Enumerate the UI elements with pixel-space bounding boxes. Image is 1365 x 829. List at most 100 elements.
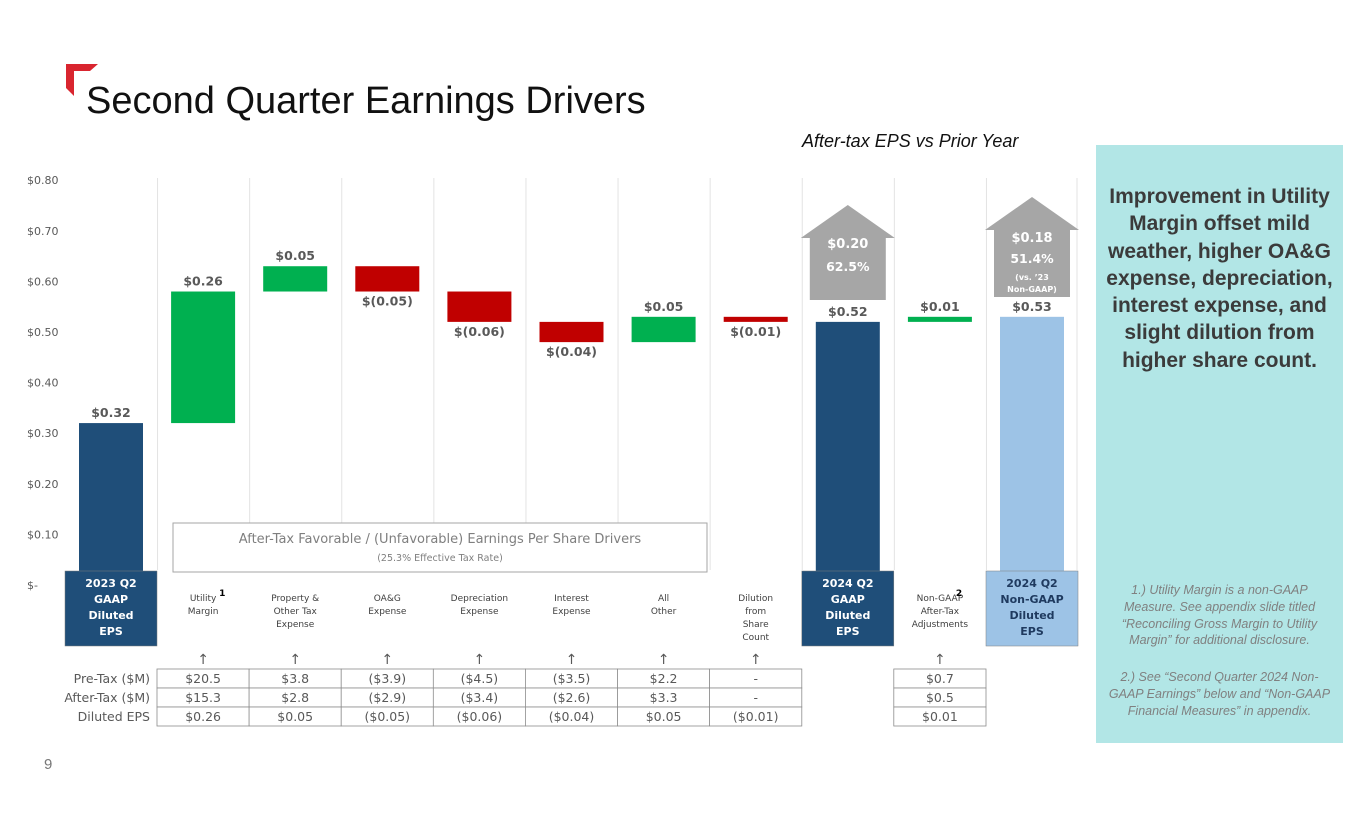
category-label: OA&G bbox=[374, 594, 401, 604]
up-arrow-icon: ↑ bbox=[750, 652, 762, 668]
category-label: Count bbox=[742, 633, 769, 643]
y-tick-label: $0.20 bbox=[27, 478, 59, 491]
table-cell-value: ($0.05) bbox=[365, 709, 411, 724]
category-label: 2023 Q2 bbox=[85, 577, 136, 590]
bar-increase bbox=[263, 266, 328, 292]
y-tick-label: $0.10 bbox=[27, 528, 59, 541]
category-label: Non-GAAP bbox=[1000, 593, 1063, 606]
table-cell-value: ($2.9) bbox=[369, 690, 407, 705]
y-tick-label: $0.50 bbox=[27, 326, 59, 339]
table-cell bbox=[893, 706, 987, 727]
bar-increase bbox=[631, 316, 696, 343]
category-label: EPS bbox=[836, 625, 860, 638]
table-cell-value: $20.5 bbox=[185, 671, 221, 686]
bar-value-label: $(0.04) bbox=[546, 344, 597, 359]
table-cell-value: $3.3 bbox=[650, 690, 678, 705]
category-label: EPS bbox=[1020, 625, 1044, 638]
bar-total bbox=[815, 321, 880, 585]
bar-value-label: $(0.06) bbox=[454, 324, 505, 339]
up-arrow-icon: ↑ bbox=[474, 652, 486, 668]
callout-arrow-icon bbox=[800, 205, 895, 300]
brand-corner-icon bbox=[66, 64, 98, 96]
category-label: Interest bbox=[554, 594, 589, 604]
table-cell-value: $0.01 bbox=[922, 709, 958, 724]
category-label: 2024 Q2 bbox=[822, 577, 873, 590]
category-label: After-Tax bbox=[921, 607, 960, 617]
footnote-1: 1.) Utility Margin is a non-GAAP Measure… bbox=[1121, 583, 1318, 648]
category-label: GAAP bbox=[94, 593, 128, 606]
table-cell-value: ($3.5) bbox=[553, 671, 591, 686]
callout-label: $0.20 bbox=[827, 237, 868, 252]
y-tick-label: $0.40 bbox=[27, 377, 59, 390]
total-label-box bbox=[801, 570, 895, 647]
driver-legend-box bbox=[172, 522, 708, 573]
bar-value-label: $0.53 bbox=[1012, 299, 1052, 314]
driver-legend-subtitle: (25.3% Effective Tax Rate) bbox=[377, 553, 503, 564]
y-tick-label: $- bbox=[27, 579, 38, 592]
table-cell-value: $0.5 bbox=[926, 690, 954, 705]
category-label: Depreciation bbox=[451, 594, 508, 604]
category-label: Diluted bbox=[825, 609, 870, 622]
table-cell-value: ($0.01) bbox=[733, 709, 779, 724]
category-label: Utility bbox=[190, 594, 217, 604]
page-number: 9 bbox=[44, 756, 53, 773]
commentary-panel: Improvement in Utility Margin offset mil… bbox=[1096, 145, 1343, 743]
up-arrow-icon: ↑ bbox=[658, 652, 670, 668]
bar-total bbox=[79, 423, 143, 585]
table-cell-value: - bbox=[753, 671, 758, 686]
table-row-label: After-Tax ($M) bbox=[64, 690, 150, 705]
eps-waterfall-chart: $0.80 $0.70 $0.60 $0.50 $0.40 $0.30 $0.20 $0.10… bbox=[27, 174, 1079, 727]
category-label: Diluted bbox=[88, 609, 133, 622]
callout-label: Non-GAAP) bbox=[1007, 285, 1057, 294]
category-label: Other bbox=[651, 607, 677, 617]
category-label: Expense bbox=[460, 607, 499, 617]
category-label: Other Tax bbox=[274, 607, 318, 617]
commentary-headline: Improvement in Utility Margin offset mil… bbox=[1106, 185, 1333, 372]
category-label: Expense bbox=[368, 607, 407, 617]
bar-increase bbox=[171, 291, 236, 424]
callout-label: 51.4% bbox=[1010, 251, 1054, 266]
up-arrow-icon: ↑ bbox=[566, 652, 578, 668]
table-cell-value: ($2.6) bbox=[553, 690, 591, 705]
bar-value-label: $0.01 bbox=[920, 299, 960, 314]
table-cell-value: - bbox=[753, 690, 758, 705]
bar-decrease bbox=[539, 321, 604, 343]
bar-decrease bbox=[447, 291, 512, 322]
table-row-label: Diluted EPS bbox=[78, 709, 150, 724]
page-title: Second Quarter Earnings Drivers bbox=[86, 80, 646, 122]
table-cell-value: $0.05 bbox=[277, 709, 313, 724]
callout-arrow-icon bbox=[985, 197, 1079, 297]
category-label: All bbox=[658, 594, 669, 604]
category-label: Share bbox=[743, 620, 769, 630]
bar-value-label: $(0.05) bbox=[362, 294, 413, 309]
chart-subtitle: After-tax EPS vs Prior Year bbox=[802, 131, 1019, 151]
up-arrow-icon: ↑ bbox=[289, 652, 301, 668]
table-cell-value: $0.26 bbox=[185, 709, 221, 724]
category-label: Property & bbox=[271, 594, 319, 604]
table-cell-value: $0.05 bbox=[646, 709, 682, 724]
category-label: EPS bbox=[99, 625, 123, 638]
y-tick-label: $0.60 bbox=[27, 275, 59, 288]
bar-value-label: $0.26 bbox=[183, 274, 223, 289]
bar-decrease bbox=[723, 316, 788, 322]
table-cell-value: $2.2 bbox=[650, 671, 678, 686]
footnote-marker: 1 bbox=[219, 589, 225, 599]
category-label: GAAP bbox=[831, 593, 865, 606]
category-label: from bbox=[745, 607, 766, 617]
category-label: 2024 Q2 bbox=[1006, 577, 1057, 590]
category-label: Margin bbox=[188, 607, 219, 617]
table-cell-value: $0.7 bbox=[926, 671, 954, 686]
table-cell-value: ($3.4) bbox=[461, 690, 499, 705]
table-cell-value: $3.8 bbox=[281, 671, 309, 686]
category-label: Diluted bbox=[1009, 609, 1054, 622]
up-arrow-icon: ↑ bbox=[381, 652, 393, 668]
bar-value-label: $0.52 bbox=[828, 304, 868, 319]
footnote-marker: 2 bbox=[956, 589, 962, 599]
callout-label: (vs. ’23 bbox=[1015, 273, 1049, 282]
driver-legend-title: After-Tax Favorable / (Unfavorable) Earn… bbox=[239, 532, 642, 547]
bar-increase bbox=[907, 316, 972, 322]
bar-total_light bbox=[1000, 316, 1064, 585]
callout-label: 62.5% bbox=[826, 259, 870, 274]
table-cell bbox=[709, 706, 803, 727]
total-label-box bbox=[64, 570, 158, 647]
